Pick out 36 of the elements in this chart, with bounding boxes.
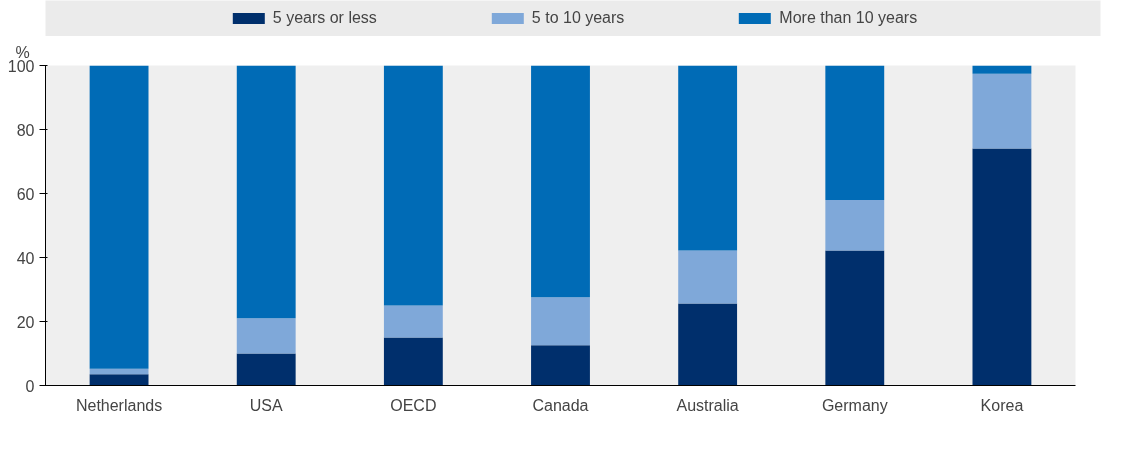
bar <box>531 345 590 386</box>
bar <box>89 368 149 375</box>
y-tick-label: 20 <box>16 313 35 331</box>
x-tick-label: Australia <box>676 396 739 414</box>
x-tick-label: Germany <box>821 396 888 414</box>
bar <box>236 353 296 386</box>
bar <box>236 65 296 319</box>
x-tick-label: Netherlands <box>75 396 163 414</box>
bar <box>383 337 443 386</box>
x-tick-label: Korea <box>980 396 1024 414</box>
bar <box>531 65 590 298</box>
bar <box>383 305 443 338</box>
bar <box>825 65 885 200</box>
bar <box>825 250 885 386</box>
bar <box>972 148 1032 386</box>
x-tick-label: OECD <box>390 396 437 414</box>
bar <box>678 250 738 304</box>
bar <box>678 65 738 251</box>
x-tick-label: Canada <box>532 396 589 414</box>
legend-label: More than 10 years <box>779 9 918 27</box>
y-tick-label: 40 <box>16 249 35 267</box>
legend-label: 5 years or less <box>272 9 377 27</box>
bar <box>383 65 443 306</box>
bar <box>89 374 149 386</box>
bar <box>531 297 590 346</box>
bar <box>825 199 885 251</box>
y-tick-label: 60 <box>16 185 35 203</box>
y-tick-label: 80 <box>16 121 35 139</box>
bar <box>89 65 149 369</box>
y-tick-label: 0 <box>25 377 35 395</box>
bar <box>236 318 296 354</box>
bar <box>678 303 738 386</box>
x-tick-label: USA <box>249 396 283 414</box>
legend-label: 5 to 10 years <box>531 9 625 27</box>
bar <box>972 65 1032 74</box>
bar <box>972 73 1032 149</box>
